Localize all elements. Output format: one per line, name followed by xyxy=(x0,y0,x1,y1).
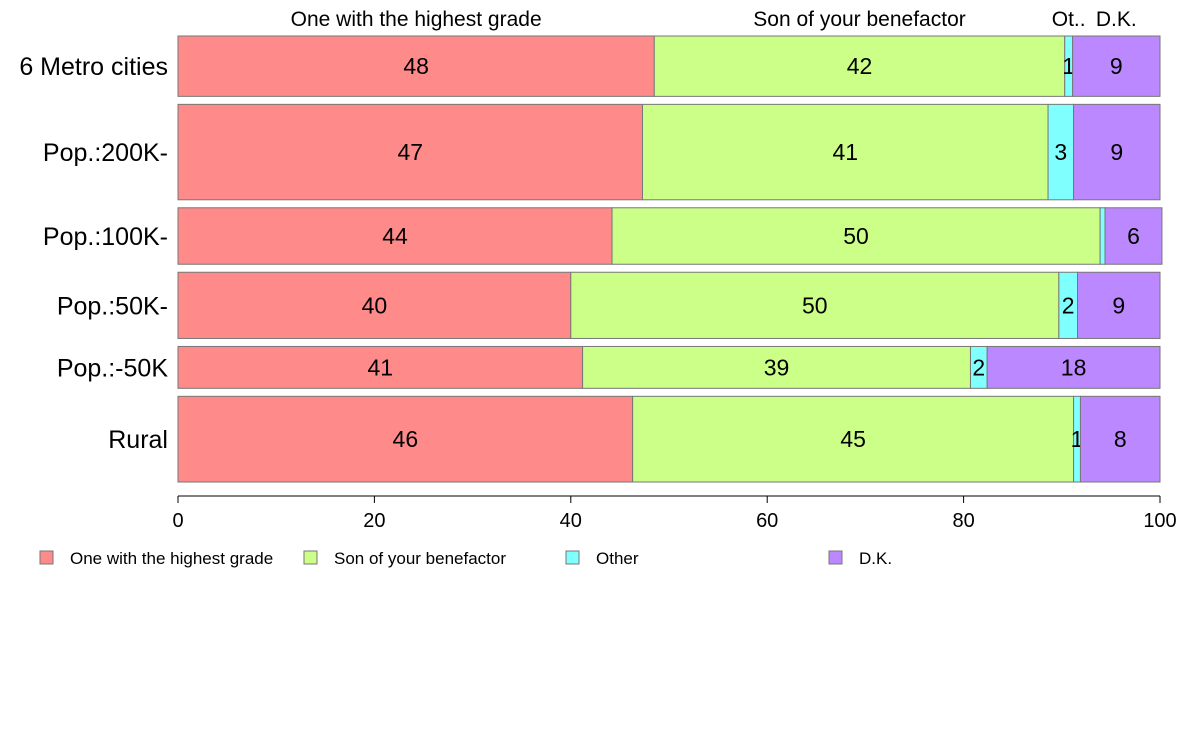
data-label: 2 xyxy=(1062,292,1075,318)
data-label: 8 xyxy=(1114,426,1127,452)
x-tick-label: 100 xyxy=(1143,510,1176,532)
bar-rural-one-with-the-highest-grade xyxy=(177,395,634,483)
bar-pop-100k-d-k xyxy=(1104,207,1163,265)
bar-pop-50k-son-of-your-benefactor xyxy=(570,271,1060,339)
data-label: 9 xyxy=(1112,292,1125,318)
bar-pop-200k-d-k xyxy=(1073,103,1161,201)
bar-pop-100k-one-with-the-highest-grade xyxy=(177,207,613,265)
x-tick-label: 60 xyxy=(756,510,778,532)
data-label: 9 xyxy=(1110,53,1123,79)
bar-pop-50k-d-k xyxy=(986,345,1161,389)
bar-pop-100k-other xyxy=(1099,207,1106,265)
category-labels: 6 Metro cities Pop.:200K- Pop.:100K- Pop.:5… xyxy=(19,53,168,454)
data-label: 50 xyxy=(843,223,869,249)
data-label: 2 xyxy=(972,354,985,380)
category-label: Rural xyxy=(108,426,168,454)
data-label: 48 xyxy=(403,53,429,79)
legend-label-son-of-your-benefactor: Son of your benefactor xyxy=(334,549,506,568)
x-tick-label: 40 xyxy=(560,510,582,532)
x-tick-label: 20 xyxy=(363,510,385,532)
category-label: 6 Metro cities xyxy=(19,53,168,81)
x-tick-label: 0 xyxy=(172,510,183,532)
category-label: Pop.:100K- xyxy=(43,223,168,251)
data-label: 9 xyxy=(1110,139,1123,165)
x-axis: 0 20 40 60 80 100 xyxy=(172,495,1177,532)
top-series-label: D.K. xyxy=(1096,8,1137,31)
data-label: 1 xyxy=(1062,53,1075,79)
legend-label-one-with-the-highest-grade: One with the highest grade xyxy=(70,549,273,568)
data-label: 39 xyxy=(764,354,790,380)
legend-label-other: Other xyxy=(596,549,639,568)
bar-pop-200k-one-with-the-highest-grade xyxy=(177,103,643,201)
bar-6-metro-cities-one-with-the-highest-grade xyxy=(177,35,655,97)
top-series-label: One with the highest grade xyxy=(291,8,542,31)
legend: One with the highest grade Son of your be… xyxy=(39,549,892,568)
data-label: 46 xyxy=(393,426,419,452)
legend-swatch-other xyxy=(565,550,580,565)
data-label: 45 xyxy=(840,426,866,452)
data-label: 18 xyxy=(1061,354,1087,380)
bar-rural-d-k xyxy=(1079,395,1161,483)
legend-label-d-k: D.K. xyxy=(859,549,892,568)
category-label: Pop.:200K- xyxy=(43,139,168,167)
data-label: 50 xyxy=(802,292,828,318)
category-label: Pop.:50K- xyxy=(57,292,168,320)
data-label: 6 xyxy=(1127,223,1140,249)
data-label: 3 xyxy=(1054,139,1067,165)
legend-swatch-son-of-your-benefactor xyxy=(303,550,318,565)
bar-pop-50k-one-with-the-highest-grade xyxy=(177,345,584,389)
bar-pop-100k-son-of-your-benefactor xyxy=(611,207,1101,265)
bar-rural-son-of-your-benefactor xyxy=(632,395,1075,483)
bar-pop-50k-one-with-the-highest-grade xyxy=(177,271,572,339)
bar-pop-50k-d-k xyxy=(1077,271,1161,339)
top-series-label: Son of your benefactor xyxy=(753,8,965,31)
data-label: 42 xyxy=(847,53,873,79)
legend-swatch-one-with-the-highest-grade xyxy=(39,550,54,565)
bar-6-metro-cities-son-of-your-benefactor xyxy=(653,35,1066,97)
x-tick-label: 80 xyxy=(952,510,974,532)
data-label: 41 xyxy=(367,354,393,380)
bar-6-metro-cities-d-k xyxy=(1072,35,1161,97)
data-label: 44 xyxy=(382,223,408,249)
data-label: 40 xyxy=(362,292,388,318)
top-series-label: Ot.. xyxy=(1052,8,1086,31)
data-label: 47 xyxy=(397,139,423,165)
category-label: Pop.:-50K xyxy=(57,354,169,382)
legend-swatch-d-k xyxy=(828,550,843,565)
bar-pop-200k-son-of-your-benefactor xyxy=(641,103,1049,201)
bar-pop-200k-other xyxy=(1047,103,1075,201)
data-label: 41 xyxy=(832,139,858,165)
bar-pop-50k-son-of-your-benefactor xyxy=(582,345,971,389)
top-series-labels: One with the highest grade Son of your be… xyxy=(291,8,1137,31)
